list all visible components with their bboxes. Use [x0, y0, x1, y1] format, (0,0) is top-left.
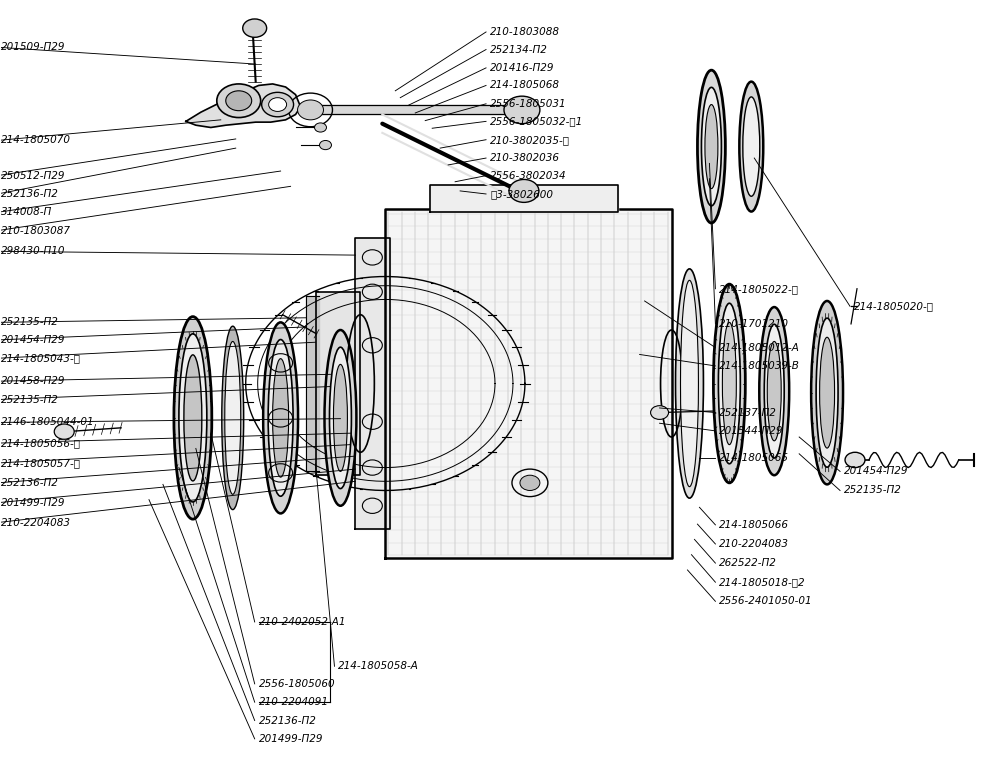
Circle shape — [509, 179, 539, 202]
Text: 2556-3802034: 2556-3802034 — [490, 170, 567, 181]
Ellipse shape — [179, 334, 207, 502]
Text: 298430-П10: 298430-П10 — [1, 246, 66, 256]
Text: 262522-П2: 262522-П2 — [719, 558, 777, 568]
Text: 2556-1805031: 2556-1805031 — [490, 99, 567, 109]
Polygon shape — [355, 239, 390, 528]
Text: 214-1805065: 214-1805065 — [719, 453, 789, 463]
Ellipse shape — [324, 330, 356, 505]
Ellipse shape — [222, 326, 244, 509]
Text: 214-1805066: 214-1805066 — [719, 520, 789, 530]
Polygon shape — [186, 84, 301, 127]
Ellipse shape — [676, 269, 703, 498]
Polygon shape — [385, 209, 672, 558]
Text: 252135-П2: 252135-П2 — [1, 394, 59, 404]
Text: 210-1701210: 210-1701210 — [719, 319, 789, 329]
Text: 252137-П2: 252137-П2 — [719, 407, 777, 417]
Text: 210-2204083: 210-2204083 — [1, 518, 71, 528]
Text: 214-1805018-䄚2: 214-1805018-䄚2 — [719, 578, 806, 588]
Circle shape — [520, 476, 540, 490]
Ellipse shape — [174, 317, 212, 519]
Ellipse shape — [743, 97, 760, 196]
Text: 214-1805058-A: 214-1805058-A — [338, 661, 419, 671]
Ellipse shape — [268, 340, 293, 496]
Circle shape — [651, 406, 669, 420]
Ellipse shape — [680, 280, 698, 487]
Text: 210-3802036: 210-3802036 — [490, 153, 560, 163]
Text: 210-1803088: 210-1803088 — [490, 27, 560, 37]
Circle shape — [315, 123, 326, 132]
Polygon shape — [306, 295, 319, 472]
Text: 214-1805068: 214-1805068 — [490, 81, 560, 91]
Ellipse shape — [811, 301, 843, 485]
Text: 250512-П29: 250512-П29 — [1, 170, 66, 181]
Polygon shape — [316, 291, 360, 476]
Text: 252135-П2: 252135-П2 — [1, 318, 59, 328]
Ellipse shape — [225, 341, 241, 494]
Text: 314008-П: 314008-П — [1, 207, 53, 217]
Text: 252136-П2: 252136-П2 — [259, 716, 317, 726]
Text: 201416-П29: 201416-П29 — [490, 63, 555, 73]
Text: 210-2402052-A1: 210-2402052-A1 — [259, 617, 346, 627]
Text: 214-1805022-䄚: 214-1805022-䄚 — [719, 284, 799, 294]
Ellipse shape — [701, 87, 721, 206]
Text: 252136-П2: 252136-П2 — [1, 189, 59, 199]
Text: 252135-П2: 252135-П2 — [844, 486, 902, 495]
Ellipse shape — [739, 81, 763, 212]
Ellipse shape — [184, 355, 202, 481]
Text: 214-1805070: 214-1805070 — [1, 136, 71, 146]
Circle shape — [845, 453, 865, 468]
Text: 214-1805039-В: 214-1805039-В — [719, 361, 800, 371]
Text: 2556-1805060: 2556-1805060 — [259, 679, 335, 689]
Ellipse shape — [764, 324, 784, 458]
Ellipse shape — [767, 341, 781, 441]
Circle shape — [226, 91, 252, 110]
Circle shape — [262, 92, 294, 117]
Text: 201509-П29: 201509-П29 — [1, 42, 66, 52]
Text: 210-2204083: 210-2204083 — [719, 539, 789, 549]
Polygon shape — [311, 104, 520, 114]
Text: 201454-П29: 201454-П29 — [1, 335, 66, 345]
Text: 210-1803087: 210-1803087 — [1, 225, 71, 235]
Circle shape — [243, 19, 267, 38]
Text: 201544-П29: 201544-П29 — [719, 426, 784, 436]
Text: ࠔ3-3802600: ࠔ3-3802600 — [490, 189, 553, 199]
Text: 201499-П29: 201499-П29 — [1, 498, 66, 508]
Ellipse shape — [697, 70, 725, 223]
Ellipse shape — [718, 303, 740, 464]
Text: 210-3802035-䄚: 210-3802035-䄚 — [490, 135, 570, 145]
Circle shape — [217, 84, 261, 117]
Ellipse shape — [705, 104, 718, 189]
Circle shape — [298, 100, 323, 120]
Text: 214-1805020-䄚: 214-1805020-䄚 — [854, 301, 934, 311]
Text: 2146-1805044-01: 2146-1805044-01 — [1, 417, 95, 427]
Circle shape — [269, 97, 287, 111]
Polygon shape — [430, 185, 618, 212]
Text: 201454-П29: 201454-П29 — [844, 466, 909, 476]
Ellipse shape — [816, 318, 838, 467]
Ellipse shape — [722, 322, 736, 445]
Text: 214-1805056-䄚: 214-1805056-䄚 — [1, 438, 81, 448]
Text: 2556-2401050-01: 2556-2401050-01 — [719, 596, 813, 606]
Text: 252134-П2: 252134-П2 — [490, 44, 548, 54]
Ellipse shape — [333, 364, 347, 472]
Text: 2556-1805032-䄚1: 2556-1805032-䄚1 — [490, 117, 583, 127]
Text: 201458-П29: 201458-П29 — [1, 376, 66, 387]
Ellipse shape — [713, 284, 745, 483]
Ellipse shape — [263, 322, 298, 513]
Text: 201499-П29: 201499-П29 — [259, 734, 323, 744]
Circle shape — [504, 96, 540, 123]
Ellipse shape — [759, 307, 789, 476]
Text: 214-1805012-A: 214-1805012-A — [719, 343, 800, 353]
Ellipse shape — [820, 337, 835, 448]
Text: 210-2204091: 210-2204091 — [259, 697, 329, 707]
Text: 252136-П2: 252136-П2 — [1, 478, 59, 488]
Circle shape — [54, 424, 74, 439]
Text: 214-1805043-䄚: 214-1805043-䄚 — [1, 354, 81, 364]
Ellipse shape — [329, 347, 351, 489]
Text: 214-1805057-䄚: 214-1805057-䄚 — [1, 458, 81, 468]
Ellipse shape — [273, 359, 289, 477]
Circle shape — [320, 140, 331, 150]
